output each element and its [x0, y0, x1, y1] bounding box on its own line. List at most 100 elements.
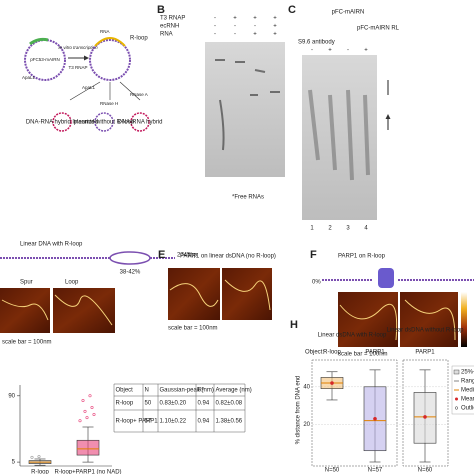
sign: +	[273, 32, 277, 38]
panel-h: H % distance from DNA end Linear dsDNA w…	[290, 319, 464, 467]
count-label: N=57	[368, 468, 383, 474]
outlier	[88, 394, 92, 398]
sign: -	[214, 24, 216, 30]
site-label: ApaL1	[82, 85, 96, 90]
x-tick-label: R-loop+PARP1 (no NAD)	[54, 470, 121, 474]
sign: +	[364, 48, 368, 54]
table-cell: R-loop+ PARP1	[116, 419, 159, 425]
afm-image	[222, 268, 272, 320]
box	[76, 439, 100, 456]
panel-g	[19, 385, 112, 467]
lane-label: 2	[328, 226, 332, 232]
table-cell: 57	[145, 419, 152, 425]
y-tick-label: 40	[303, 384, 310, 390]
parp1-icon	[378, 268, 394, 288]
legend-swatch	[455, 397, 458, 401]
scale-label: scale bar = 100nm	[2, 340, 52, 346]
mean	[423, 415, 427, 419]
group-frame	[311, 359, 398, 467]
table-cell: 0.94	[198, 401, 210, 407]
table-cell: 0.82±0.08	[216, 401, 243, 407]
legend-label: 25%~75%	[461, 370, 474, 376]
start-label: 0%	[312, 280, 321, 286]
lane-label: 4	[364, 226, 368, 232]
panel-b: B *Free RNAs	[157, 4, 285, 201]
legend-label: Mean	[461, 397, 474, 403]
sign: +	[253, 32, 257, 38]
panel-title: Linear DNA with R-loop	[20, 242, 83, 248]
mean	[330, 381, 334, 385]
dna-trace	[1, 294, 113, 326]
lane-label: 1	[310, 226, 314, 232]
mean	[373, 416, 377, 421]
antibody-label: S9.6 antibody	[298, 40, 335, 46]
outlier	[92, 413, 96, 417]
y-axis-title: % distance from DNA end	[296, 376, 302, 445]
panel-c: C pFC-mAIRN pFC-mAIRN RL S9.6 antibody	[288, 4, 400, 220]
length-label: 2745bp	[177, 253, 198, 259]
image-label: Loop	[65, 280, 79, 286]
sign: +	[253, 16, 257, 22]
outlier	[37, 455, 41, 459]
arrows	[69, 81, 141, 101]
product-icon	[94, 112, 114, 132]
legend-label: Range within 1.5IQR	[461, 379, 474, 385]
category-label: R-loop	[323, 350, 341, 356]
enzyme-label: RNase A	[130, 92, 148, 97]
sign: -	[214, 32, 216, 38]
enzyme-label: T3 RNAP	[68, 65, 87, 70]
afm-image	[53, 288, 115, 333]
table-cell: 0.94	[198, 419, 210, 425]
colorbar	[461, 292, 467, 347]
panel-label: B	[157, 4, 165, 16]
sign: -	[234, 32, 236, 38]
afm-image	[400, 292, 458, 347]
panel-label: C	[288, 4, 296, 16]
legend-label: Median	[461, 388, 474, 394]
footnote: *Free RNAs	[232, 195, 264, 201]
plasmid-label: pFC53-mAIRN	[30, 57, 60, 62]
product-label: DNA-RNA hybrid	[117, 120, 162, 126]
product-label: plasmid without R-loop	[74, 120, 135, 126]
afm-image	[168, 268, 220, 320]
table-cell: 1.10±0.22	[160, 419, 187, 425]
legend-swatch	[453, 369, 460, 375]
sign: -	[234, 24, 236, 30]
outlier	[78, 419, 82, 423]
dna-trace	[169, 279, 271, 311]
count-label: N=60	[418, 468, 433, 474]
outlier	[90, 405, 94, 409]
panel-label: E	[158, 249, 165, 261]
row-label: RNA	[160, 32, 173, 38]
loop-icon	[109, 251, 151, 265]
y-tick-label: 20	[303, 422, 310, 428]
insert-icon	[29, 37, 49, 46]
product-icon	[52, 112, 72, 132]
dna-trace	[339, 299, 456, 341]
product-label: DNA-RNA hybrid linearized	[26, 120, 98, 126]
sign: +	[328, 48, 332, 54]
table-header: Gaussian-peak (nm)	[160, 388, 214, 394]
outlier	[81, 398, 85, 402]
object-label: Object:	[305, 350, 324, 356]
plasmid-icon	[89, 39, 131, 81]
panel-label: F	[310, 249, 317, 261]
table-header: Average (nm)	[216, 388, 252, 394]
sign: +	[273, 16, 277, 22]
table-header: R²	[198, 388, 204, 394]
table-cell: R-loop	[116, 401, 134, 407]
step-label: In vitro transcription	[58, 45, 98, 50]
legend-frame	[451, 365, 474, 415]
sign: -	[347, 48, 349, 54]
panel-a: pFC53-mAIRN ApaL1 In vitro transcription…	[22, 29, 163, 132]
x-tick-label: R-loop	[31, 470, 49, 474]
scale-label: scale bar = 100nm	[168, 326, 218, 332]
rna-icon	[94, 37, 126, 47]
sample-label: pFC-mAIRN RL	[357, 26, 400, 32]
table-header: N	[145, 388, 149, 394]
table-cell: 1.38±0.56	[216, 419, 243, 425]
category-label: PARP1	[415, 350, 435, 356]
image-label: Spur	[20, 280, 33, 286]
